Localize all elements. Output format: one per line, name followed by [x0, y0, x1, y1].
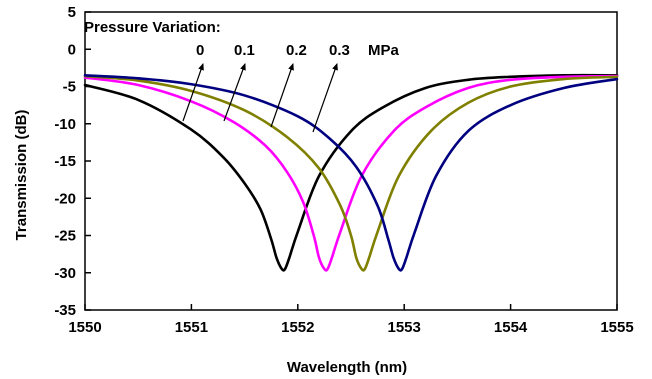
annotation-arrow-3 — [312, 63, 338, 133]
y-tick-label: -5 — [63, 79, 76, 96]
series-line-3 — [83, 74, 619, 272]
series-line-1 — [83, 74, 619, 272]
x-axis-ticks: 1550 1551 1552 1553 1554 1555 — [68, 304, 634, 336]
series-line-0 — [83, 73, 619, 272]
annotation-title: Pressure Variation: — [84, 19, 221, 36]
annotation-arrow-0 — [182, 63, 204, 122]
series-line-2 — [83, 74, 619, 272]
y-tick-label: -20 — [54, 190, 76, 207]
x-tick-label: 1551 — [175, 319, 208, 336]
series-label-0: 0 — [196, 42, 204, 59]
x-axis-label: Wavelength (nm) — [287, 359, 407, 376]
x-tick-label: 1550 — [68, 319, 101, 336]
x-tick-label: 1553 — [388, 319, 421, 336]
y-tick-label: 5 — [68, 4, 76, 21]
y-tick-label: -25 — [54, 228, 76, 245]
annotations: Pressure Variation: 0 0.1 0.2 0.3 MPa — [84, 19, 400, 133]
annotation-arrow-1 — [223, 63, 246, 122]
x-tick-label: 1555 — [600, 319, 633, 336]
y-axis-label: Transmission (dB) — [13, 110, 30, 241]
y-tick-label: -15 — [54, 153, 76, 170]
series-label-1: 0.1 — [234, 42, 255, 59]
annotation-arrow-2 — [270, 63, 294, 128]
y-tick-label: 0 — [68, 41, 76, 58]
y-tick-label: -10 — [54, 116, 76, 133]
series-layer — [83, 73, 619, 272]
x-tick-label: 1552 — [281, 319, 314, 336]
y-tick-label: -35 — [54, 302, 76, 319]
x-tick-label: 1554 — [494, 319, 528, 336]
annotation-unit: MPa — [368, 42, 400, 59]
y-axis-ticks: 5 0 -5 -10 -15 -20 -25 -30 -35 — [54, 4, 91, 319]
series-label-3: 0.3 — [329, 42, 350, 59]
series-label-2: 0.2 — [286, 42, 307, 59]
y-tick-label: -30 — [54, 265, 76, 282]
